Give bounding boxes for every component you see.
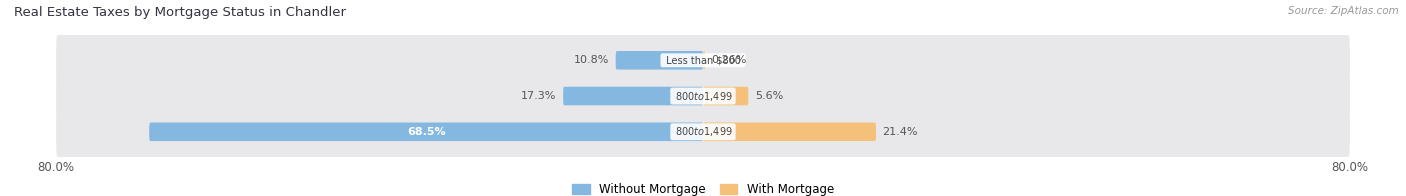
FancyBboxPatch shape — [149, 122, 703, 141]
FancyBboxPatch shape — [56, 68, 1350, 124]
FancyBboxPatch shape — [703, 122, 876, 141]
Legend: Without Mortgage, With Mortgage: Without Mortgage, With Mortgage — [572, 183, 834, 196]
Text: 10.8%: 10.8% — [574, 55, 609, 65]
Text: Source: ZipAtlas.com: Source: ZipAtlas.com — [1288, 6, 1399, 16]
FancyBboxPatch shape — [56, 104, 1350, 160]
Text: 21.4%: 21.4% — [883, 127, 918, 137]
Text: 0.26%: 0.26% — [711, 55, 747, 65]
Text: $800 to $1,499: $800 to $1,499 — [672, 125, 734, 138]
FancyBboxPatch shape — [616, 51, 703, 70]
Text: Real Estate Taxes by Mortgage Status in Chandler: Real Estate Taxes by Mortgage Status in … — [14, 6, 346, 19]
FancyBboxPatch shape — [56, 32, 1350, 88]
FancyBboxPatch shape — [703, 51, 704, 70]
Text: Less than $800: Less than $800 — [662, 55, 744, 65]
FancyBboxPatch shape — [703, 87, 748, 105]
Text: 5.6%: 5.6% — [755, 91, 783, 101]
Text: $800 to $1,499: $800 to $1,499 — [672, 90, 734, 103]
Text: 17.3%: 17.3% — [522, 91, 557, 101]
Text: 68.5%: 68.5% — [406, 127, 446, 137]
FancyBboxPatch shape — [564, 87, 703, 105]
